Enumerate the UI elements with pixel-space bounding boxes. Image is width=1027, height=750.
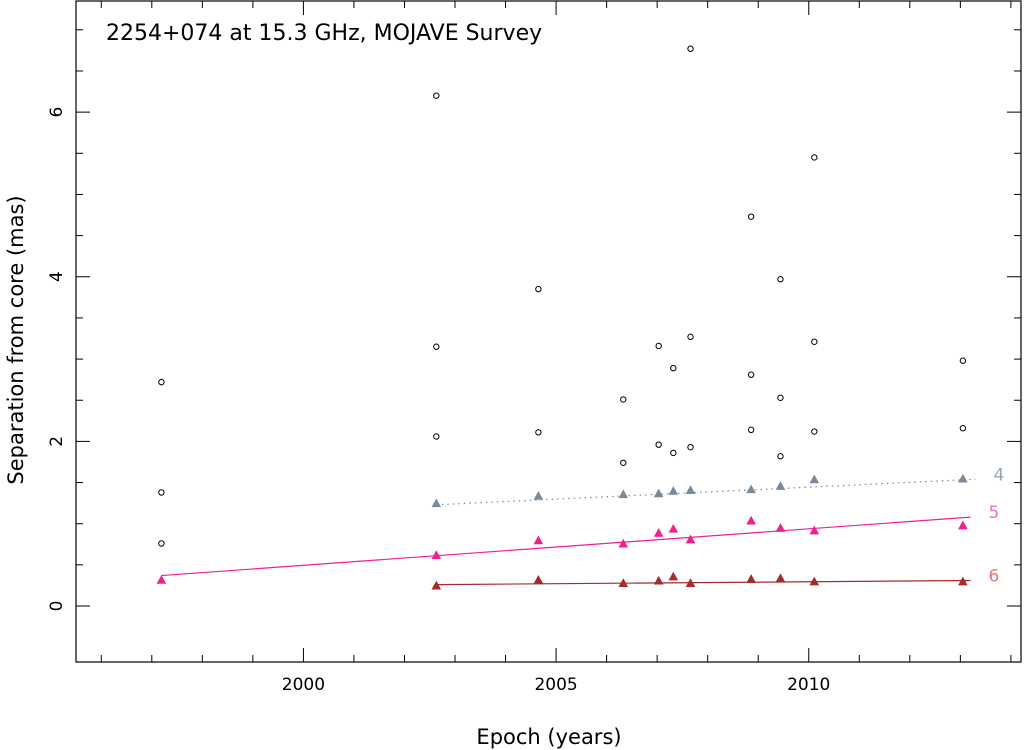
component-marker — [670, 364, 677, 372]
series-5-point — [685, 534, 696, 544]
x-axis-label: Epoch (years) — [476, 725, 621, 749]
x-tick-label: 2000 — [282, 675, 325, 695]
series-4-point — [809, 474, 820, 484]
axis-tick-labels: 2000 2005 2010 0 2 4 6 — [47, 107, 830, 695]
component-marker — [777, 453, 784, 460]
plot-frame — [75, 0, 1022, 663]
component-marker — [687, 45, 694, 52]
component-marker — [655, 342, 662, 350]
series-5-point — [533, 535, 544, 545]
fit-lines — [161, 478, 976, 586]
series-4-point — [668, 486, 679, 495]
component-marker — [811, 154, 818, 161]
y-tick-label: 4 — [47, 271, 67, 282]
component-marker — [620, 396, 627, 403]
component-marker — [687, 333, 694, 341]
series-6-point — [533, 575, 544, 584]
fit-line-5 — [161, 516, 971, 577]
series-6-point — [746, 574, 756, 583]
component-marker — [535, 285, 542, 293]
series-6-point — [668, 571, 679, 581]
component-marker — [747, 371, 755, 378]
component-marker — [433, 433, 440, 440]
series-6-point — [685, 578, 696, 587]
series-label-5: 5 — [988, 503, 999, 523]
series-labels: 4 5 6 — [988, 465, 1004, 586]
series-5-point — [431, 550, 442, 560]
series-6-point — [809, 576, 820, 586]
series-6-point — [618, 578, 629, 587]
component-marker — [811, 428, 818, 435]
component-marker — [670, 449, 677, 457]
y-tick-label: 2 — [47, 436, 67, 447]
x-tick-label: 2010 — [787, 675, 830, 695]
component-marker — [433, 92, 440, 99]
y-tick-label: 0 — [47, 601, 67, 612]
series-5-point — [809, 525, 820, 535]
fit-line-6 — [436, 579, 971, 586]
series-5-point — [156, 575, 167, 584]
chart-title: 2254+074 at 15.3 GHz, MOJAVE Survey — [106, 21, 542, 46]
series-4-point — [958, 473, 968, 483]
series-5-point — [653, 528, 664, 537]
series-label-6: 6 — [988, 567, 999, 587]
series-4-point — [618, 489, 629, 499]
series-5-point — [668, 523, 679, 533]
series-5-point — [775, 523, 786, 532]
component-marker — [747, 213, 755, 220]
component-marker — [811, 338, 818, 345]
component-marker — [433, 343, 440, 350]
component-marker — [777, 394, 784, 401]
series-label-4: 4 — [994, 465, 1005, 485]
component-marker — [535, 429, 542, 436]
component-marker — [687, 443, 694, 451]
component-marker — [620, 459, 627, 466]
series-4-point — [775, 481, 786, 490]
series-4-point — [746, 484, 756, 494]
component-marker — [158, 378, 165, 386]
component-marker — [747, 426, 755, 434]
series-5-point — [958, 520, 968, 530]
component-marker — [158, 489, 165, 496]
series-5-point — [618, 538, 629, 548]
y-tick-label: 6 — [47, 107, 67, 118]
series-6-point — [958, 576, 968, 586]
data-markers — [156, 45, 968, 590]
series-6-point — [775, 573, 786, 583]
fit-line-4 — [436, 478, 976, 506]
series-6-point — [653, 575, 664, 585]
series-4-point — [431, 498, 442, 508]
series-5-point — [746, 515, 756, 525]
component-marker — [959, 357, 967, 364]
component-marker — [777, 276, 784, 283]
series-4-point — [653, 488, 664, 498]
axis-ticks — [76, 1, 1021, 662]
component-marker — [655, 441, 662, 448]
series-6-point — [431, 580, 442, 590]
series-4-point — [533, 491, 544, 500]
component-marker — [959, 425, 967, 432]
component-marker — [158, 540, 165, 547]
x-tick-label: 2005 — [534, 675, 577, 695]
series-4-point — [685, 485, 696, 494]
y-axis-label: Separation from core (mas) — [4, 195, 28, 484]
